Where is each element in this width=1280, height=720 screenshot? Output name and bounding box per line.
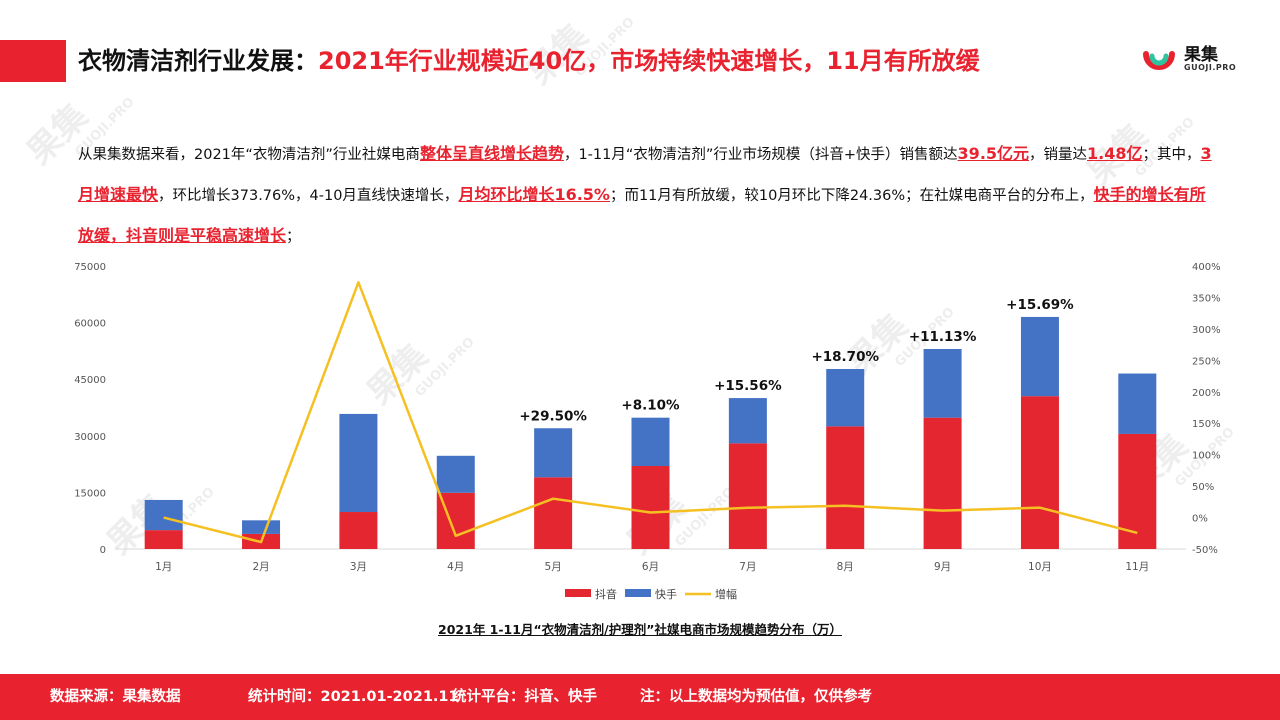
summary-highlight: 快手的增长有所放缓，抖音则是平稳高速增长 <box>78 185 1206 245</box>
y-left-tick-label: 60000 <box>74 319 106 330</box>
bar-segment <box>1020 316 1059 397</box>
bar-segment <box>1118 373 1157 434</box>
y-left-tick-label: 15000 <box>74 488 106 499</box>
bar-data-label: +11.13% <box>909 329 977 345</box>
bar-segment <box>1020 396 1059 549</box>
y-left-tick-label: 30000 <box>74 432 106 443</box>
bar-segment <box>631 417 670 466</box>
bar-segment <box>631 465 670 549</box>
legend-swatch <box>565 589 591 597</box>
x-tick-label: 6月 <box>642 561 659 573</box>
logo-name: 果集 <box>1184 45 1218 65</box>
legend-label: 抖音 <box>595 587 617 601</box>
bar-segment <box>728 443 767 549</box>
growth-line <box>163 281 1138 544</box>
x-tick-label: 10月 <box>1028 561 1052 573</box>
y-right-tick-label: -50% <box>1192 545 1218 556</box>
chart-caption: 2021年 1-11月“衣物清洁剂/护理剂”社媒电商市场规模趋势分布（万） <box>438 622 842 637</box>
bar-segment <box>826 426 865 549</box>
bar-data-label: +15.56% <box>714 378 782 394</box>
summary-text: ； <box>286 229 301 245</box>
footer-note: 注：以上数据均为预估值，仅供参考 <box>640 689 872 705</box>
legend-swatch <box>625 589 651 597</box>
summary-text: ，1-11月“衣物清洁剂”行业市场规模（抖音+快手）销售额达 <box>563 147 958 163</box>
bar-segment <box>339 413 378 513</box>
bar-data-label: +15.69% <box>1006 297 1074 313</box>
summary-highlight: 3月增速最快 <box>78 144 1212 204</box>
footer-platform: 统计平台：抖音、快手 <box>452 689 597 705</box>
summary-highlight: 整体呈直线增长趋势 <box>419 144 564 163</box>
x-tick-label: 9月 <box>934 561 951 573</box>
y-right-tick-label: 0% <box>1192 514 1208 525</box>
x-tick-label: 11月 <box>1125 561 1149 573</box>
title-accent-bar <box>0 40 66 82</box>
chart-canvas: 75000 60000 45000 30000 15000 0 400% 350% 300% 25… <box>74 262 1221 601</box>
y-right-tick-label: 250% <box>1192 356 1221 367</box>
bar-segment <box>436 455 475 493</box>
y-right-tick-label: 350% <box>1192 293 1221 304</box>
bar-segment <box>339 512 378 549</box>
summary-text: ；其中， <box>1142 147 1201 163</box>
x-tick-label: 7月 <box>739 561 756 573</box>
x-tick-label: 1月 <box>155 561 172 573</box>
x-tick-label: 4月 <box>447 561 464 573</box>
summary-text: 从果集数据来看，2021年“衣物清洁剂”行业社媒电商 <box>78 147 420 163</box>
y-right-tick-label: 400% <box>1192 262 1221 273</box>
brand-logo: 果集 GUOJI.PRO <box>1142 40 1252 80</box>
legend-label: 快手 <box>655 587 677 601</box>
x-tick-label: 8月 <box>837 561 854 573</box>
page-title-prefix: 衣物清洁剂行业发展： <box>78 47 318 75</box>
legend-label: 增幅 <box>715 587 737 601</box>
page-title-highlight: 2021年行业规模近40亿，市场持续快速增长，11月有所放缓 <box>318 47 980 75</box>
x-tick-label: 2月 <box>252 561 269 573</box>
market-size-chart: 75000 60000 45000 30000 15000 0 400% 350% 300% 25… <box>0 252 1280 642</box>
bar-data-label: +8.10% <box>621 398 680 414</box>
logo-mark-icon <box>1143 51 1175 70</box>
y-right-tick-label: 300% <box>1192 325 1221 336</box>
bar-segment <box>144 499 183 531</box>
summary-paragraph: 从果集数据来看，2021年“衣物清洁剂”行业社媒电商整体呈直线增长趋势，1-11… <box>78 134 1218 257</box>
bar-segment <box>923 349 962 418</box>
y-right-tick-label: 150% <box>1192 419 1221 430</box>
y-left-tick-label: 0 <box>100 545 106 556</box>
summary-highlight: 39.5亿元 <box>957 144 1030 163</box>
footer-source: 数据来源：果集数据 <box>50 689 181 705</box>
bar-segment <box>242 520 281 534</box>
logo-domain: GUOJI.PRO <box>1184 63 1237 72</box>
page-title: 衣物清洁剂行业发展：2021年行业规模近40亿，市场持续快速增长，11月有所放缓 <box>78 40 980 82</box>
footer-period: 统计时间：2021.01-2021.11 <box>248 689 459 705</box>
footer-bar: 数据来源：果集数据 统计时间：2021.01-2021.11 统计平台：抖音、快… <box>0 674 1280 720</box>
bar-segment <box>728 398 767 444</box>
bar-segment <box>144 530 183 549</box>
y-left-tick-label: 75000 <box>74 262 106 273</box>
x-tick-label: 5月 <box>545 561 562 573</box>
bar-segment <box>826 369 865 427</box>
y-right-tick-label: 100% <box>1192 451 1221 462</box>
y-right-tick-label: 50% <box>1192 482 1214 493</box>
bar-segment <box>534 477 573 549</box>
y-right-tick-label: 200% <box>1192 388 1221 399</box>
bar-data-label: +18.70% <box>811 349 879 365</box>
summary-highlight: 1.48亿 <box>1087 144 1143 163</box>
summary-highlight: 月均环比增长16.5% <box>458 185 610 204</box>
x-tick-label: 3月 <box>350 561 367 573</box>
y-left-tick-label: 45000 <box>74 375 106 386</box>
summary-text: ；而11月有所放缓，较10月环比下降24.36%；在社媒电商平台的分布上， <box>609 188 1094 204</box>
summary-text: ，销量达 <box>1029 147 1088 163</box>
summary-text: ，环比增长373.76%，4-10月直线快速增长， <box>158 188 459 204</box>
bar-data-label: +29.50% <box>519 408 587 424</box>
bar-segment <box>534 428 573 478</box>
bar-segment <box>923 417 962 549</box>
